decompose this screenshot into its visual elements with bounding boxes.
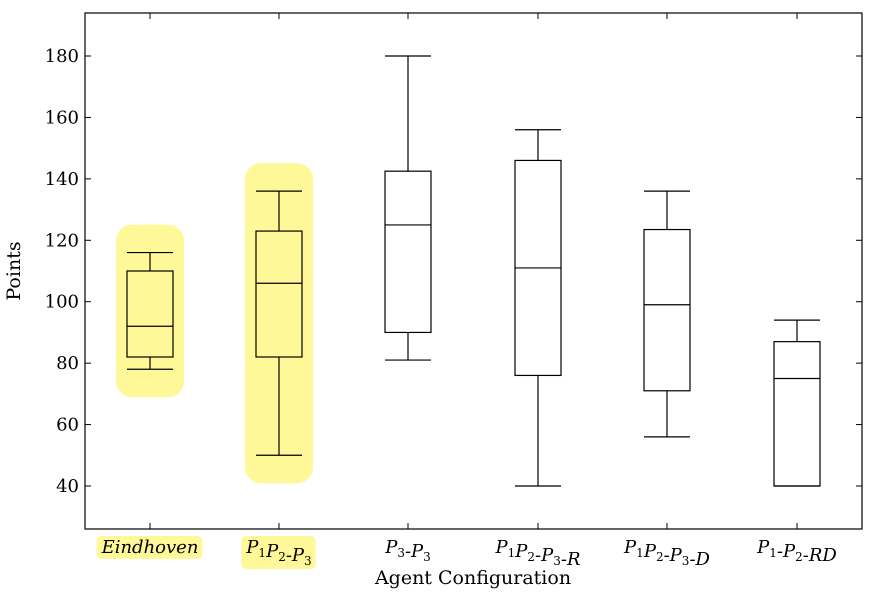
iqr-box [384,170,432,334]
iqr-box [643,228,691,392]
boxes-layer [126,55,821,487]
x-tick-label: P1P2-P3-R [494,537,580,570]
iqr-box [126,270,174,358]
y-tick-label: 160 [45,107,79,128]
y-tick-label: 60 [56,415,79,436]
x-axis: Eindhoven P1P2-P3 P3-P3 P1P2-P3-R P1P2-P3-D P… [96,13,837,570]
x-tick-label: P1P2-P3-D [623,537,710,570]
highlight-layer [116,163,313,484]
x-tick-label: P3-P3 [384,537,431,564]
x-tick-label: Eindhoven [101,537,199,558]
y-axis-title: Points [3,241,25,300]
y-tick-label: 40 [56,476,79,497]
x-tick-label: P1-P2-RD [756,537,837,566]
y-tick-label: 100 [45,292,79,313]
x-tick-label: P1P2-P3 [245,537,311,568]
y-axis: 40 60 80 100 120 140 160 180 [45,46,862,497]
highlight-box [116,224,184,398]
highlight-box [245,163,313,484]
y-tick-label: 80 [56,353,79,374]
x-axis-title: Agent Configuration [374,567,571,589]
label-highlight [96,536,203,559]
y-tick-label: 140 [45,169,79,190]
iqr-box [773,341,821,487]
y-tick-label: 120 [45,230,79,251]
plot-frame [84,12,863,530]
iqr-box [255,230,303,358]
y-tick-label: 180 [45,46,79,67]
label-highlight [241,536,316,569]
